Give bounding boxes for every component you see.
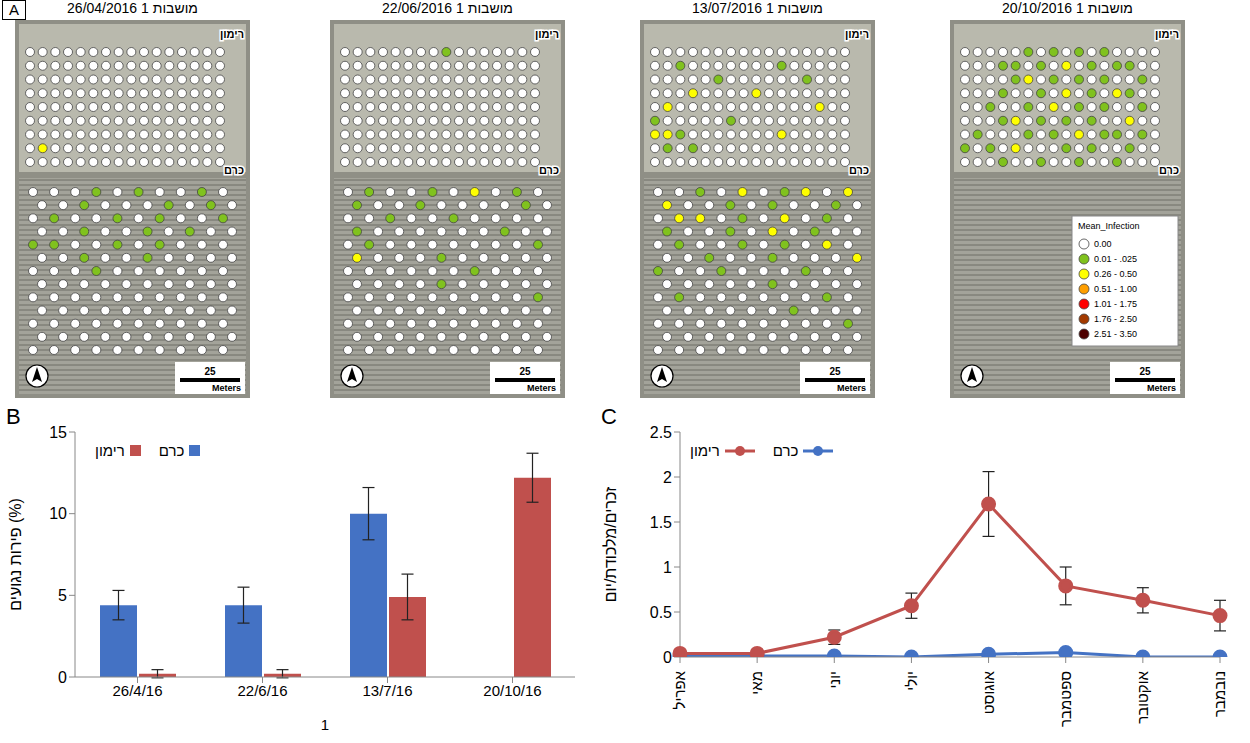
html-text:A: A [9, 1, 19, 18]
svg-text:25: 25 [829, 366, 841, 377]
svg-text:רימון: רימון [535, 28, 559, 40]
svg-text:25: 25 [1139, 366, 1151, 377]
svg-text:1: 1 [663, 559, 672, 576]
svg-text:2.5: 2.5 [650, 424, 672, 441]
svg-text:25: 25 [519, 366, 531, 377]
svg-text:26/4/16: 26/4/16 [112, 682, 162, 699]
svg-text:כרם: כרם [849, 164, 869, 176]
svg-text:0.5: 0.5 [650, 604, 672, 621]
html-text:C: C [601, 404, 617, 429]
html-text:רימון: רימון [690, 442, 720, 459]
svg-text:ספטמבר: ספטמבר [1057, 671, 1074, 727]
svg-text:13/7/16: 13/7/16 [362, 682, 412, 699]
svg-text:יוני: יוני [826, 671, 843, 689]
html-text:מושבות 1 26/04/2016: מושבות 1 26/04/2016 [67, 0, 198, 16]
html-text:כרם: כרם [158, 442, 185, 459]
svg-text:אפריל: אפריל [671, 670, 688, 709]
svg-text:0.01 - .025: 0.01 - .025 [1094, 254, 1137, 264]
svg-text:0.00: 0.00 [1094, 239, 1112, 249]
svg-text:Meters: Meters [527, 383, 556, 393]
svg-text:0: 0 [663, 649, 672, 666]
svg-text:רימון: רימון [220, 28, 244, 40]
svg-text:נובמבר: נובמבר [1211, 671, 1228, 717]
html-text:מושבות 1 13/07/2016: מושבות 1 13/07/2016 [692, 0, 823, 16]
svg-text:רימון: רימון [1155, 28, 1179, 40]
svg-text:22/6/16: 22/6/16 [237, 682, 287, 699]
svg-text:Mean_Infection: Mean_Infection [1078, 221, 1140, 231]
svg-text:Meters: Meters [212, 383, 241, 393]
svg-text:1: 1 [321, 716, 329, 733]
html-text:B: B [6, 404, 21, 429]
html-text:רימון: רימון [95, 442, 125, 459]
svg-text:0.51 - 1.00: 0.51 - 1.00 [1094, 284, 1137, 294]
svg-text:אוקטובר: אוקטובר [1134, 670, 1151, 723]
html-text:מושבות 1 22/06/2016: מושבות 1 22/06/2016 [382, 0, 513, 16]
svg-text:5: 5 [58, 587, 67, 604]
svg-text:כרם: כרם [539, 164, 559, 176]
svg-text:זכרים/מלכודת/יום: זכרים/מלכודת/יום [602, 487, 619, 603]
html-text:מושבות 1 20/10/2016: מושבות 1 20/10/2016 [1002, 0, 1133, 16]
svg-text:Meters: Meters [1147, 383, 1176, 393]
svg-text:רימון: רימון [845, 28, 869, 40]
svg-text:Meters: Meters [837, 383, 866, 393]
svg-text:יולי: יולי [903, 671, 920, 691]
svg-text:0: 0 [58, 669, 67, 686]
svg-text:אוגוסט: אוגוסט [980, 670, 997, 714]
svg-text:מאי: מאי [748, 671, 765, 695]
html-text:כרם: כרם [772, 442, 799, 459]
svg-text:0.26 - 0.50: 0.26 - 0.50 [1094, 269, 1137, 279]
svg-text:1.01 - 1.75: 1.01 - 1.75 [1094, 299, 1137, 309]
svg-text:1.5: 1.5 [650, 514, 672, 531]
svg-text:כרם: כרם [224, 164, 244, 176]
svg-text:1.76 - 2.50: 1.76 - 2.50 [1094, 314, 1137, 324]
svg-text:20/10/16: 20/10/16 [483, 682, 541, 699]
svg-text:2.51 - 3.50: 2.51 - 3.50 [1094, 329, 1137, 339]
svg-text:25: 25 [204, 366, 216, 377]
svg-text:פירות נגועים (%): פירות נגועים (%) [7, 498, 24, 611]
svg-text:15: 15 [49, 424, 67, 441]
svg-text:10: 10 [49, 505, 67, 522]
svg-text:כרם: כרם [1159, 164, 1179, 176]
svg-text:2: 2 [663, 469, 672, 486]
